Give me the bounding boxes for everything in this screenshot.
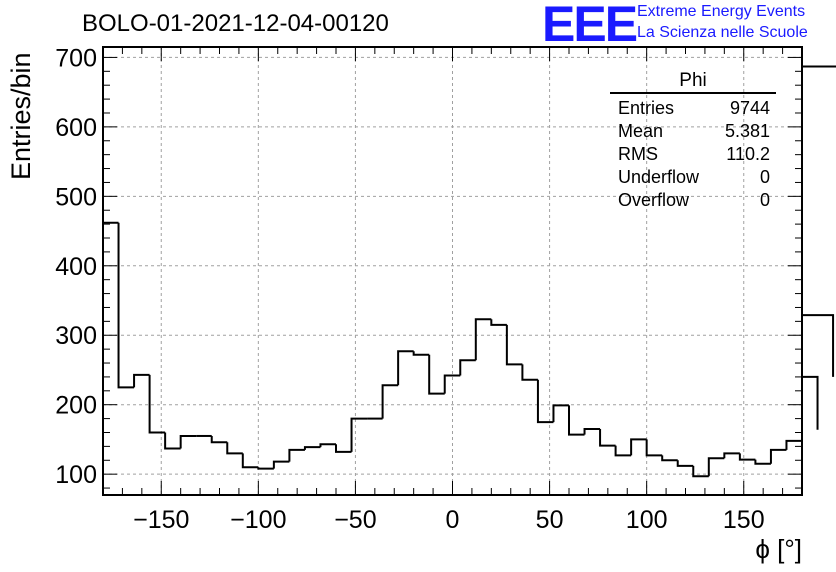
histogram-bin [397, 350, 414, 386]
y-tick-label: 100 [55, 461, 97, 489]
histogram-bin [583, 428, 601, 435]
histogram-bin [676, 460, 694, 467]
x-tick-label: −150 [133, 506, 189, 534]
logo-text-line1: Extreme Energy Events [637, 3, 806, 20]
stats-row-rms: RMS 110.2 [610, 143, 776, 166]
histogram-bin [802, 375, 819, 430]
x-tick-label: 100 [626, 506, 668, 534]
y-tick-label: 600 [55, 114, 97, 142]
histogram-bin [288, 448, 305, 462]
histogram-bin [428, 354, 445, 395]
histogram-bin [474, 318, 492, 361]
histogram-bin [490, 319, 507, 326]
histogram-bin [738, 453, 756, 461]
histogram-bin [505, 324, 523, 366]
histogram-bin [117, 222, 135, 389]
histogram-bin [723, 452, 740, 459]
histogram-bin [210, 435, 228, 444]
histogram-bin [568, 405, 585, 436]
y-tick-label: 300 [55, 322, 97, 350]
histogram-bin [661, 455, 678, 462]
stats-value: 110.2 [726, 144, 770, 164]
stats-value: 0 [759, 190, 770, 210]
histogram-bin [102, 221, 119, 495]
histogram-bin [179, 434, 197, 449]
stats-row-underflow: Underflow 0 [610, 166, 776, 189]
histogram-bin [801, 65, 836, 495]
stats-label: Entries [618, 98, 675, 118]
y-tick-label: 200 [55, 392, 97, 420]
x-tick-label: −100 [230, 506, 286, 534]
y-tick-label: 500 [55, 183, 97, 211]
histogram-bin [133, 373, 150, 388]
histogram-bars [102, 65, 836, 495]
stats-box: Phi Entries 9744 Mean 5.381 RMS 110.2 Un… [610, 71, 776, 212]
histogram-bin [769, 448, 787, 464]
stats-label: Overflow [618, 190, 690, 210]
x-tick-label: 50 [536, 506, 564, 534]
histogram-bin [707, 457, 725, 477]
histogram-bin [785, 439, 802, 450]
histogram-bin [692, 465, 709, 478]
stats-value: 0 [759, 167, 770, 187]
stats-label: RMS [618, 144, 658, 164]
y-tick-label: 700 [55, 44, 97, 72]
x-tick-label: 150 [723, 506, 765, 534]
histogram-bin [459, 359, 476, 376]
histogram-bin [521, 364, 538, 381]
histogram-bin [552, 404, 569, 423]
histogram-bin [350, 417, 368, 452]
histogram-bin [241, 453, 259, 469]
logo-text-line2: La Scienza nelle Scuole [637, 24, 808, 41]
stats-label: Underflow [618, 167, 700, 187]
histogram-bin [148, 374, 166, 434]
histogram-bin [381, 384, 399, 419]
histogram-bin [630, 438, 647, 456]
histogram-bin [645, 439, 663, 457]
chart-title: BOLO-01-2021-12-04-00120 [82, 10, 389, 37]
histogram-bin [599, 429, 616, 447]
y-axis-label: Entries/bin [6, 52, 36, 180]
y-tick-label: 400 [55, 253, 97, 281]
histogram-bin [226, 442, 243, 455]
histogram-bin [319, 443, 336, 448]
stats-row-mean: Mean 5.381 [610, 120, 776, 143]
histogram-bin [272, 460, 290, 469]
histogram-bin [754, 459, 771, 465]
eee-logo-icon: EEE [542, 0, 638, 52]
x-tick-label: 0 [446, 506, 460, 534]
histogram-bin [412, 351, 430, 356]
x-tick-label: −50 [334, 506, 376, 534]
axes: −150 −100 −50 0 50 100 150 100 200 300 400 500 600 70… [55, 44, 803, 534]
x-axis-label: ϕ [°] [755, 534, 802, 564]
histogram-bin [802, 314, 835, 377]
stats-label: Mean [618, 121, 664, 141]
stats-title: Phi [610, 71, 776, 94]
histogram-bin [335, 444, 352, 453]
stats-value: 5.381 [724, 121, 770, 141]
histogram-bin [536, 379, 554, 424]
histogram-bin [257, 467, 274, 470]
histogram-bin [614, 445, 632, 457]
histogram-bin [164, 432, 181, 450]
histogram-bin [443, 374, 461, 394]
histogram-bin [303, 446, 321, 450]
stats-row-overflow: Overflow 0 [610, 189, 776, 212]
stats-value: 9744 [729, 98, 770, 118]
stats-row-entries: Entries 9744 [610, 97, 776, 120]
